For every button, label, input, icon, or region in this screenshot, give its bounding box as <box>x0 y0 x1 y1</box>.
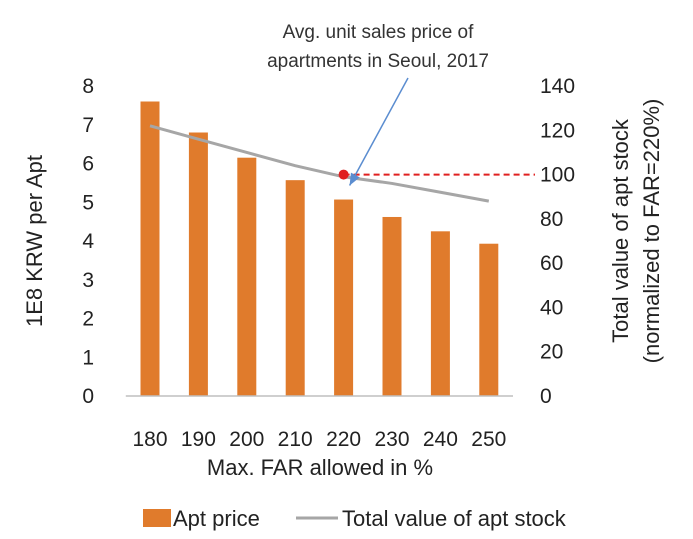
y-tick-left: 0 <box>82 385 94 408</box>
y-tick-left: 8 <box>82 75 94 98</box>
annotation-line1: Avg. unit sales price of <box>283 22 475 43</box>
line-total-value <box>149 124 490 203</box>
legend: Apt price Total value of apt stock <box>143 506 567 531</box>
bar-230 <box>382 216 402 396</box>
legend-label-total-value: Total value of apt stock <box>342 506 567 531</box>
annotation: Avg. unit sales price of apartments in S… <box>267 22 489 186</box>
y-axis-title-right-line1: Total value of apt stock <box>608 118 633 343</box>
bar-220 <box>334 199 354 396</box>
reference-group <box>338 169 535 180</box>
bars-group <box>140 101 499 396</box>
bar-200 <box>237 157 257 396</box>
x-tick: 190 <box>181 428 216 451</box>
x-tick: 220 <box>326 428 361 451</box>
x-tick: 230 <box>374 428 409 451</box>
reference-point <box>338 169 349 180</box>
left-ticks: 0 1 2 3 4 5 6 7 8 <box>82 75 94 408</box>
y-tick-left: 4 <box>82 230 94 253</box>
y-tick-left: 6 <box>82 153 94 176</box>
x-ticks: 180 190 200 210 220 230 240 250 <box>132 428 506 451</box>
x-tick: 200 <box>229 428 264 451</box>
y-tick-left: 5 <box>82 191 94 214</box>
y-tick-right: 140 <box>540 75 575 98</box>
y-tick-right: 0 <box>540 385 552 408</box>
y-tick-left: 3 <box>82 269 94 292</box>
y-axis-title-right-line2: (normalized to FAR=220%) <box>639 99 664 364</box>
y-tick-left: 7 <box>82 114 94 137</box>
x-axis-title: Max. FAR allowed in % <box>207 455 433 480</box>
y-tick-right: 120 <box>540 119 575 142</box>
legend-label-apt-price: Apt price <box>173 506 260 531</box>
y-tick-left: 2 <box>82 308 94 331</box>
x-tick: 180 <box>132 428 167 451</box>
y-tick-right: 80 <box>540 208 563 231</box>
annotation-arrow <box>348 77 409 186</box>
bar-250 <box>479 243 499 396</box>
right-ticks: 0 20 40 60 80 100 120 140 <box>540 75 575 408</box>
bar-240 <box>430 231 450 396</box>
annotation-arrowhead <box>349 172 360 186</box>
bar-190 <box>188 132 208 396</box>
legend-swatch-apt-price <box>143 509 171 527</box>
line-series-group <box>149 124 490 203</box>
y-tick-right: 100 <box>540 164 575 187</box>
y-tick-right: 20 <box>540 341 563 364</box>
annotation-line2: apartments in Seoul, 2017 <box>267 51 489 72</box>
bar-180 <box>140 101 160 396</box>
x-tick: 210 <box>278 428 313 451</box>
y-axis-title-left: 1E8 KRW per Apt <box>22 155 47 327</box>
y-tick-right: 40 <box>540 296 563 319</box>
y-tick-right: 60 <box>540 252 563 275</box>
x-tick: 240 <box>423 428 458 451</box>
bar-210 <box>285 180 305 396</box>
y-tick-left: 1 <box>82 346 94 369</box>
x-tick: 250 <box>471 428 506 451</box>
